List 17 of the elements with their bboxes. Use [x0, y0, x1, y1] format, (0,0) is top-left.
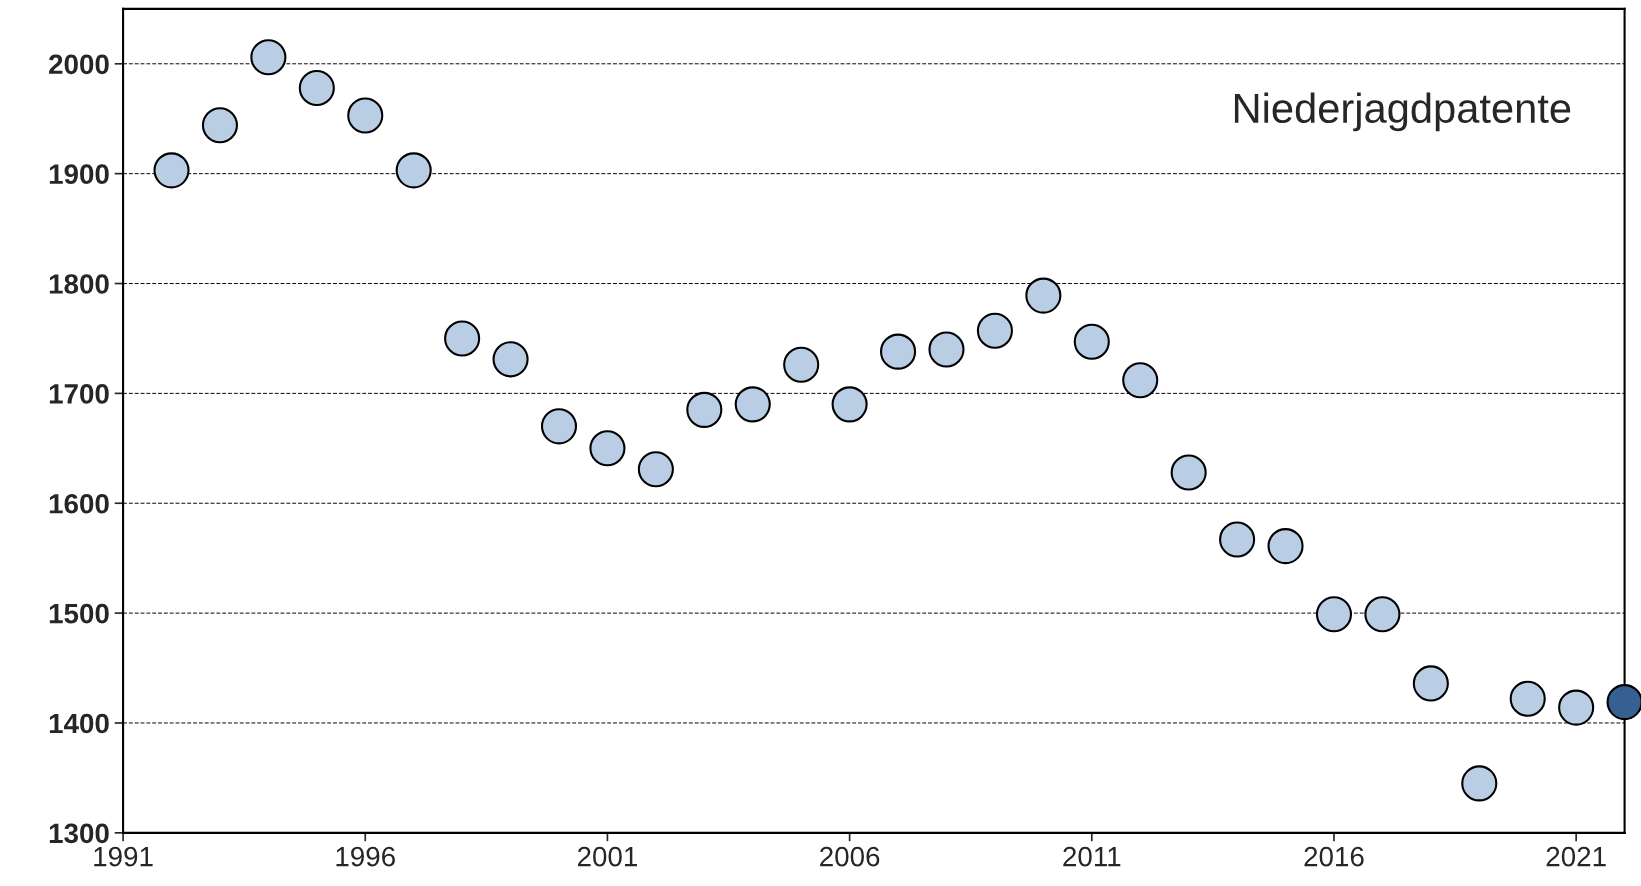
point [1606, 684, 1641, 721]
y-tick-label: 1900 [49, 164, 109, 184]
y-tick-label: 1400 [49, 713, 109, 734]
x-tick-label: 2021 [1546, 846, 1606, 867]
x-tick-label: 2016 [1304, 846, 1364, 867]
y-tick-label: 1300 [49, 823, 109, 844]
text: Niederjagdpatente [1234, 92, 1571, 132]
y-tick-label: 1800 [49, 274, 109, 294]
y-tick-label: 2000 [49, 54, 109, 75]
x-tick-label: 2001 [577, 846, 637, 867]
y-tick-label: 1500 [49, 603, 109, 624]
y-tick-label: 1700 [49, 384, 109, 404]
x-tick-label: 2011 [1063, 846, 1121, 867]
x-tick-label: 1991 [94, 846, 153, 867]
x-tick-label: 2006 [820, 846, 880, 867]
x-tick-label: 1996 [336, 846, 395, 867]
y-tick-label: 1600 [49, 493, 109, 514]
